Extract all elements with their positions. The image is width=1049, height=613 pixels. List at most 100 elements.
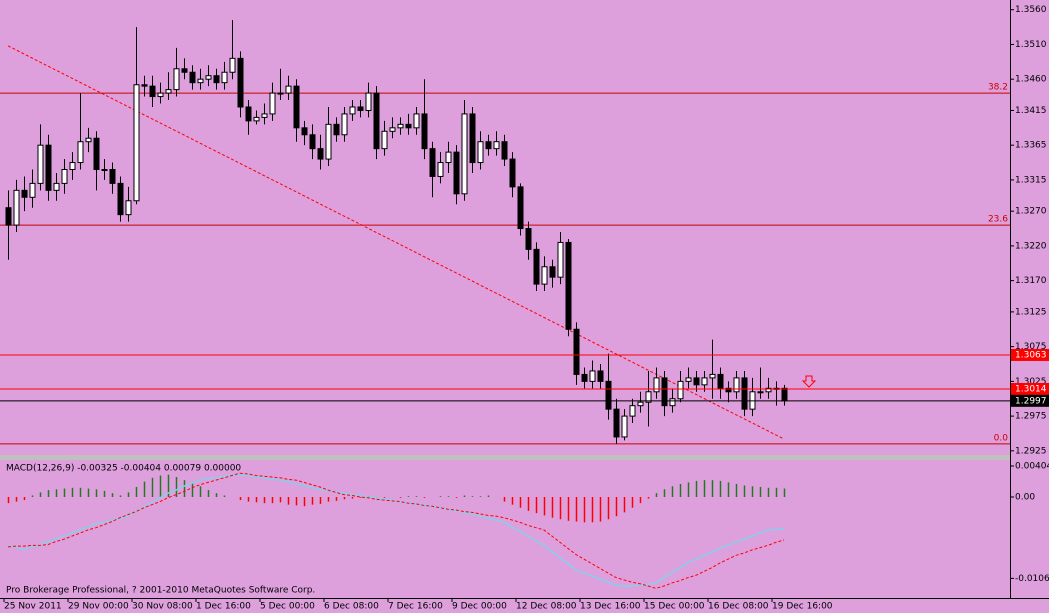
candle-body [541,266,548,285]
candle-body [421,113,428,150]
sell-arrow [801,375,817,388]
candle-body [509,158,516,188]
candle-body [781,387,788,402]
main-pane: 1.3560 1.3510 1.3460 1.3415 1.3365 1.3315 1.32… [0,5,1049,456]
candle-body [717,373,724,389]
y-tick-label: 1.3270 [1015,207,1047,217]
candle-body [725,387,732,393]
candle-body [437,162,444,177]
candle-body [189,71,196,84]
candle-body [317,148,324,160]
candle-body [237,57,244,108]
candle-body [253,116,260,122]
candle-body [493,141,500,150]
candle-body [589,370,596,382]
candle-body [373,92,380,150]
candle-body [213,75,220,84]
x-tick-label: 12 Dec 08:00 [516,602,577,612]
y-tick-label: 1.3075 [1015,342,1047,352]
candle-body [197,78,204,84]
candle-body [525,228,532,250]
price-box [1011,348,1049,361]
macd-label: MACD(12,26,9) -0.00325 -0.00404 0.00079 … [6,464,241,474]
y-tick-label: 1.3025 [1015,377,1047,387]
candle-body [381,130,388,150]
candle-body [709,373,716,379]
candle-body [557,241,564,278]
candle-body [581,373,588,382]
candle-body [109,168,116,184]
candle-body [77,141,84,164]
candle-body [597,370,604,382]
macd-line [7,472,785,589]
copyright: Pro Brokerage Professional, ? 2001-2010 … [6,586,315,596]
candle-body [261,113,268,118]
candle-body [85,137,92,143]
candle-body [149,85,156,98]
candle-body [629,405,636,417]
candle-body [69,162,76,170]
x-tick-label: 7 Dec 16:00 [388,602,443,612]
candle-body [741,377,748,410]
candle-body [605,380,612,410]
y-tick-label: 1.3365 [1015,141,1047,151]
candle-body [285,85,292,94]
y-tick-label: 1.3170 [1015,276,1047,286]
price-box-label: 1.3014 [1015,385,1047,395]
candle-body [445,151,452,164]
candle-body [397,123,404,129]
x-tick-label: 25 Nov 2011 [4,602,62,612]
candle-body [221,71,228,84]
candle-body [661,377,668,407]
candle-body [101,168,108,171]
candle-body [117,182,124,216]
y-tick-label: 1.2975 [1015,412,1047,422]
candle-body [677,380,684,400]
fib-label: 38.2 [988,83,1008,93]
candle-body [229,57,236,73]
candle-body [573,328,580,375]
candle-body [341,113,348,136]
candle-body [693,377,700,386]
candle-body [685,377,692,382]
y-tick-label: 1.3315 [1015,175,1047,185]
candle-body [53,182,60,191]
candle-body [5,207,12,226]
x-tick-label: 1 Dec 16:00 [196,602,251,612]
candle-body [757,391,764,394]
fib-label: 23.6 [988,215,1008,225]
x-tick-label: 13 Dec 16:00 [580,602,641,612]
candle-body [125,200,132,216]
candle-body [61,168,68,184]
x-tick-label: 15 Dec 00:00 [644,602,705,612]
price-box [1011,383,1049,396]
candle-body [37,144,44,184]
candle-body [205,75,212,80]
candle-body [429,148,436,177]
y-tick-label: 1.3125 [1015,307,1047,317]
x-tick-label: 16 Dec 08:00 [708,602,769,612]
candle-body [245,106,252,122]
candle-body [141,84,148,87]
candle-body [157,92,164,98]
x-tick-label: 6 Dec 08:00 [324,602,379,612]
price-box-label: 1.2997 [1015,396,1047,406]
candle-body [365,92,372,111]
candle-body [621,415,628,438]
y-tick-label: -0.0106 [1015,574,1049,584]
candle-body [669,398,676,407]
x-tick-label: 5 Dec 00:00 [260,602,315,612]
candle-body [325,123,332,160]
candle-body [21,189,28,198]
candle-body [413,113,420,129]
price-box-label: 1.3063 [1015,350,1047,360]
candle-body [165,89,172,94]
candle-body [701,377,708,386]
candle-body [477,141,484,164]
candle-body [301,127,308,136]
candle-body [533,248,540,285]
candle-body [453,151,460,195]
y-tick-label: 1.3510 [1015,40,1047,50]
